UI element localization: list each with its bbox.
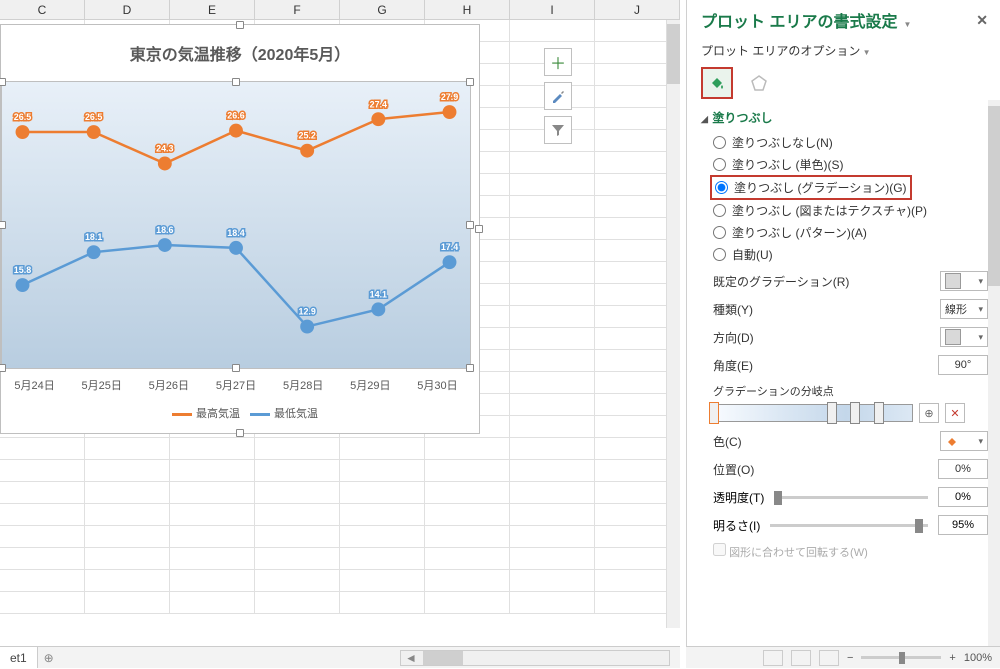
fill-solid-radio[interactable]: 塗りつぶし (単色)(S) [713, 156, 988, 173]
fill-picture-radio[interactable]: 塗りつぶし (図またはテクスチャ)(P) [713, 202, 988, 219]
col-header[interactable]: E [170, 0, 255, 19]
brightness-field: 明るさ(I) 95% [701, 515, 988, 535]
zoom-slider[interactable] [861, 656, 941, 659]
effects-icon[interactable] [743, 67, 775, 99]
svg-text:18.6: 18.6 [156, 225, 173, 235]
svg-text:26.6: 26.6 [227, 111, 244, 121]
chart-object[interactable]: 東京の気温推移（2020年5月） 26.5 26.5 24.3 26.6 25.2 27.… [0, 24, 480, 434]
gradient-angle-field: 角度(E) 90° [701, 355, 988, 375]
fill-pattern-radio[interactable]: 塗りつぶし (パターン)(A) [713, 224, 988, 241]
pane-options-dropdown[interactable]: プロット エリアのオプション [701, 42, 988, 59]
chart-svg: 26.5 26.5 24.3 26.6 25.2 27.4 27.9 15.8 18.1 18.6… [2, 82, 470, 368]
svg-text:24.3: 24.3 [156, 144, 173, 154]
stop-color-field: 色(C) [701, 431, 988, 451]
remove-stop-button[interactable]: ✕ [945, 403, 965, 423]
chart-filter-button[interactable] [544, 116, 572, 144]
col-header[interactable]: J [595, 0, 680, 19]
spreadsheet-area: C D E F G H I J 東京の気温推移（2020年5月） 26.526.… [0, 0, 680, 668]
col-header[interactable]: F [255, 0, 340, 19]
position-input[interactable]: 0% [938, 459, 988, 479]
chart-legend[interactable]: 最高気温最低気温 [1, 405, 479, 421]
col-header[interactable]: G [340, 0, 425, 19]
vertical-scrollbar[interactable] [666, 20, 680, 628]
col-header[interactable]: D [85, 0, 170, 19]
sheet-tab-bar: et1 ⊕ ◄ [0, 646, 680, 668]
page-layout-button[interactable] [791, 650, 811, 666]
status-bar: − + 100% [686, 646, 1000, 668]
col-header[interactable]: I [510, 0, 595, 19]
close-pane-button[interactable]: ✕ [976, 12, 988, 29]
chart-elements-button[interactable]: ＋ [544, 48, 572, 76]
svg-text:18.1: 18.1 [85, 232, 102, 242]
svg-text:25.2: 25.2 [298, 131, 315, 141]
svg-text:12.9: 12.9 [298, 307, 315, 317]
add-sheet-button[interactable]: ⊕ [38, 651, 60, 665]
col-header[interactable]: H [425, 0, 510, 19]
pane-title: プロット エリアの書式設定 ✕ [701, 8, 988, 32]
svg-text:26.5: 26.5 [85, 112, 102, 122]
plot-area[interactable]: 26.5 26.5 24.3 26.6 25.2 27.4 27.9 15.8 18.1 18.6… [1, 81, 471, 369]
brightness-input[interactable]: 95% [938, 515, 988, 535]
transparency-input[interactable]: 0% [938, 487, 988, 507]
chart-side-buttons: ＋ [544, 48, 574, 150]
zoom-level[interactable]: 100% [964, 652, 992, 664]
horizontal-scrollbar[interactable]: ◄ [400, 650, 670, 666]
chart-styles-button[interactable] [544, 82, 572, 110]
gradient-type-field: 種類(Y) 線形 [701, 299, 988, 319]
gradient-stops-row: ⊕ ✕ [701, 403, 988, 423]
fill-section-header[interactable]: 塗りつぶし [701, 109, 988, 126]
x-axis-labels: 5月24日5月25日5月26日5月27日5月28日5月29日5月30日 [1, 377, 471, 393]
gradient-stops-bar[interactable] [713, 404, 913, 422]
normal-view-button[interactable] [763, 650, 783, 666]
col-header[interactable]: C [0, 0, 85, 19]
gradient-stops-label: グラデーションの分岐点 [701, 383, 988, 399]
fill-none-radio[interactable]: 塗りつぶしなし(N) [713, 134, 988, 151]
svg-text:26.5: 26.5 [14, 112, 31, 122]
stop-position-field: 位置(O) 0% [701, 459, 988, 479]
gradient-type-dropdown[interactable]: 線形 [940, 299, 988, 319]
svg-text:14.1: 14.1 [370, 289, 387, 299]
format-plot-area-pane: プロット エリアの書式設定 ✕ プロット エリアのオプション 塗りつぶし 塗りつ… [686, 0, 1000, 668]
preset-gradient-field: 既定のグラデーション(R) [701, 271, 988, 291]
svg-text:17.4: 17.4 [441, 242, 458, 252]
svg-text:18.4: 18.4 [227, 228, 244, 238]
chart-title[interactable]: 東京の気温推移（2020年5月） [1, 25, 479, 69]
transparency-slider[interactable] [774, 496, 928, 499]
add-stop-button[interactable]: ⊕ [919, 403, 939, 423]
gradient-direction-field: 方向(D) [701, 327, 988, 347]
sheet-tab[interactable]: et1 [0, 647, 38, 668]
fill-gradient-radio[interactable]: 塗りつぶし (グラデーション)(G) [713, 178, 909, 197]
svg-text:15.8: 15.8 [14, 265, 31, 275]
brightness-slider[interactable] [770, 524, 928, 527]
svg-text:27.4: 27.4 [370, 99, 387, 109]
page-break-button[interactable] [819, 650, 839, 666]
angle-input[interactable]: 90° [938, 355, 988, 375]
transparency-field: 透明度(T) 0% [701, 487, 988, 507]
svg-text:27.9: 27.9 [441, 92, 458, 102]
preset-gradient-dropdown[interactable] [940, 271, 988, 291]
fill-radio-group: 塗りつぶしなし(N) 塗りつぶし (単色)(S) 塗りつぶし (グラデーション)… [701, 134, 988, 263]
zoom-in-button[interactable]: + [949, 652, 955, 664]
stop-color-dropdown[interactable] [940, 431, 988, 451]
zoom-out-button[interactable]: − [847, 652, 853, 664]
pane-category-icons [701, 67, 988, 99]
fill-auto-radio[interactable]: 自動(U) [713, 246, 988, 263]
fill-line-icon[interactable] [701, 67, 733, 99]
pane-scrollbar[interactable] [988, 100, 1000, 646]
gradient-direction-dropdown[interactable] [940, 327, 988, 347]
rotate-with-shape-checkbox[interactable]: 図形に合わせて回転する(W) [701, 543, 988, 560]
column-headers: C D E F G H I J [0, 0, 680, 20]
